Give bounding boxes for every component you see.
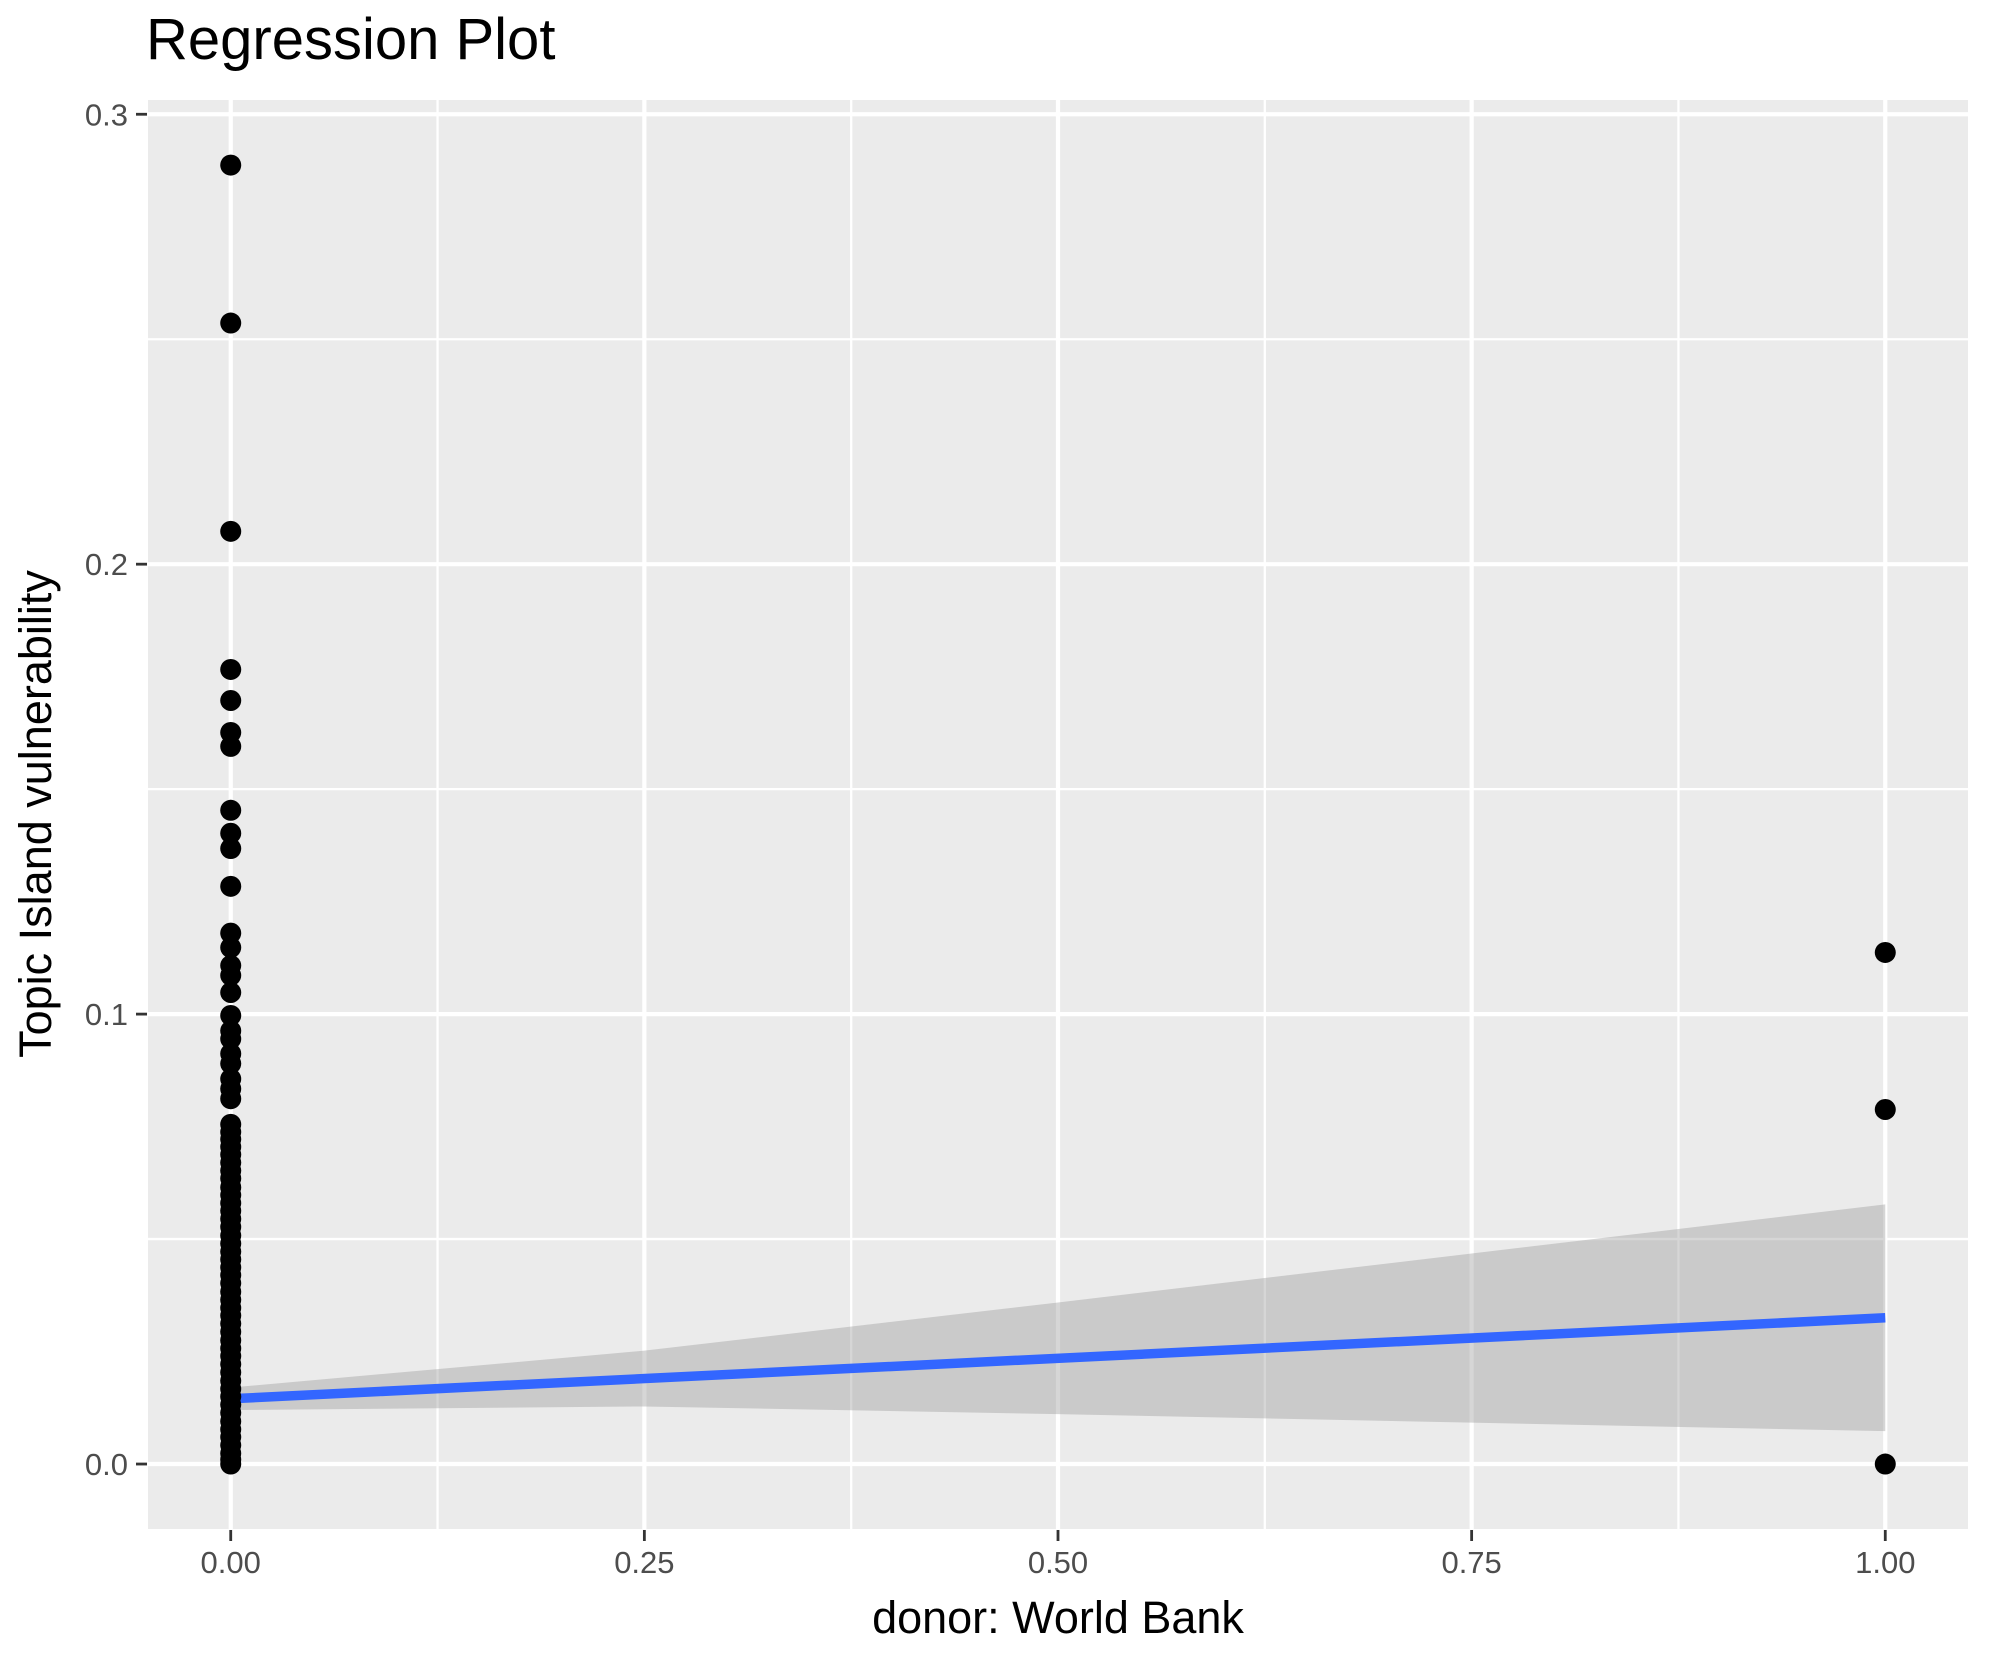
scatter-point <box>1874 1453 1896 1475</box>
scatter-point <box>1874 1098 1896 1120</box>
scatter-point <box>220 154 242 176</box>
scatter-point <box>220 1088 242 1110</box>
scatter-point <box>220 838 242 860</box>
scatter-point <box>220 875 242 897</box>
scatter-point <box>1874 941 1896 963</box>
x-tick-label: 0.25 <box>614 1545 674 1580</box>
x-tick-label: 0.00 <box>201 1545 261 1580</box>
scatter-point <box>220 964 242 986</box>
scatter-point <box>220 982 242 1004</box>
y-axis-title: Topic Island vulnerability <box>10 570 61 1058</box>
scatter-point <box>220 1453 242 1475</box>
scatter-point <box>220 1028 242 1050</box>
y-tick-label: 0.0 <box>85 1447 128 1482</box>
y-tick-label: 0.3 <box>85 97 128 132</box>
plot-title: Regression Plot <box>146 7 556 72</box>
x-tick-label: 0.50 <box>1028 1545 1088 1580</box>
scatter-point <box>220 937 242 959</box>
x-tick-label: 1.00 <box>1855 1545 1915 1580</box>
scatter-point <box>220 799 242 821</box>
x-axis-title: donor: World Bank <box>872 1592 1244 1643</box>
y-tick-label: 0.1 <box>85 997 128 1032</box>
scatter-point <box>220 822 242 844</box>
scatter-point <box>220 690 242 712</box>
x-tick-label: 0.75 <box>1441 1545 1501 1580</box>
regression-line <box>230 1313 1886 1404</box>
scatter-point <box>220 1053 242 1075</box>
scatter-point <box>220 1004 242 1026</box>
scatter-point <box>220 312 242 334</box>
scatter-point <box>220 922 242 944</box>
scatter-point <box>220 520 242 542</box>
y-tick-label: 0.2 <box>85 547 128 582</box>
scatter-point <box>220 735 242 757</box>
scatter-point <box>220 658 242 680</box>
